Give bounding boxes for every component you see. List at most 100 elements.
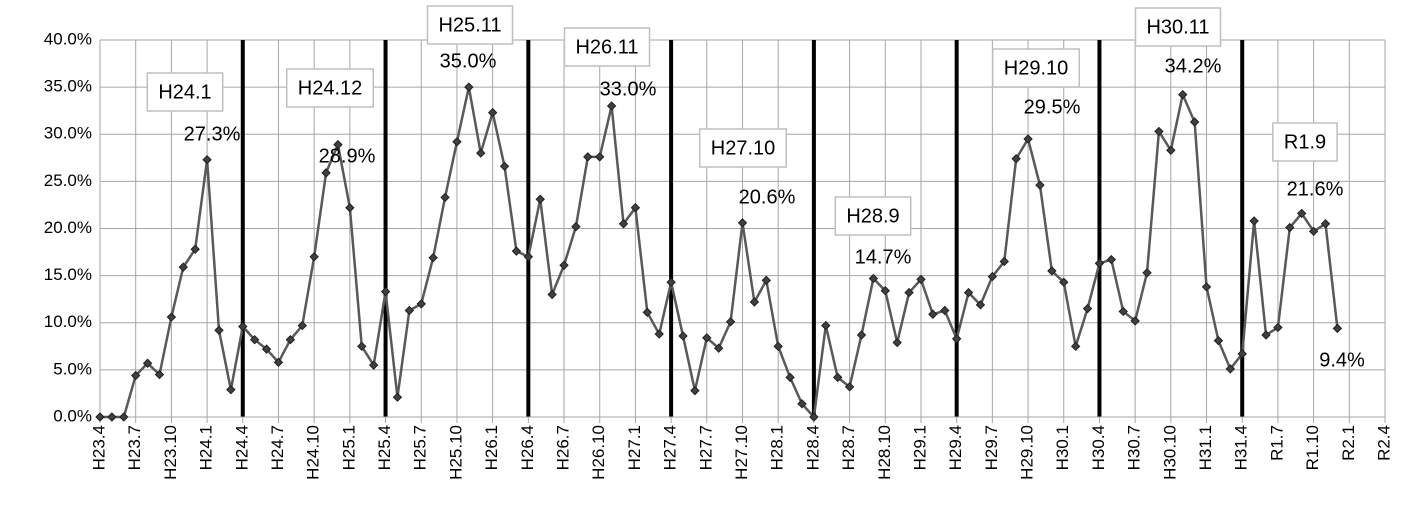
annotation-box xyxy=(699,128,787,168)
data-point xyxy=(1261,330,1271,340)
x-tick-label: H25.1 xyxy=(339,425,358,470)
annotation: H28.9 xyxy=(846,205,899,227)
y-tick-label: 15.0% xyxy=(44,265,92,284)
data-point xyxy=(713,343,724,353)
data-point xyxy=(999,256,1009,267)
data-point xyxy=(1070,341,1081,352)
data-point xyxy=(1178,89,1188,100)
data-point xyxy=(749,297,760,307)
data-point xyxy=(761,275,772,286)
x-tick-label: H30.10 xyxy=(1160,425,1179,480)
data-point xyxy=(702,333,712,343)
data-point xyxy=(797,399,807,409)
value-label: 35.0% xyxy=(440,50,497,72)
data-point xyxy=(1237,349,1247,359)
x-tick-label: H24.4 xyxy=(232,425,251,470)
data-point xyxy=(345,203,355,213)
data-point xyxy=(1320,219,1331,229)
x-tick-label: H30.7 xyxy=(1125,425,1144,470)
data-point xyxy=(1297,208,1307,219)
annotation: H26.11 xyxy=(575,36,638,58)
x-tick-label: H29.4 xyxy=(946,425,965,470)
data-point xyxy=(321,168,331,178)
annotation-box xyxy=(1134,7,1222,47)
data-point xyxy=(951,334,962,344)
data-point xyxy=(535,194,545,204)
data-point xyxy=(107,412,117,422)
data-point xyxy=(1189,117,1200,127)
x-tick-label: H28.10 xyxy=(875,425,894,480)
data-point xyxy=(1332,323,1343,334)
data-point xyxy=(285,335,296,345)
annotation-box xyxy=(426,5,514,45)
data-point xyxy=(249,335,260,345)
annotation-box xyxy=(1272,122,1338,162)
x-tick-label: H29.10 xyxy=(1018,425,1037,480)
data-point xyxy=(1225,364,1236,374)
x-tick-label: H25.10 xyxy=(446,425,465,480)
data-point xyxy=(238,321,248,332)
y-tick-label: 20.0% xyxy=(44,218,92,237)
data-point xyxy=(380,286,391,297)
data-point xyxy=(440,192,450,203)
data-point xyxy=(1094,258,1105,269)
x-tick-label: H26.1 xyxy=(482,425,501,470)
data-point xyxy=(1249,216,1259,226)
data-point xyxy=(1130,316,1140,326)
data-point xyxy=(428,253,438,263)
annotation-box xyxy=(834,196,912,236)
data-point xyxy=(630,203,641,213)
data-point xyxy=(832,372,843,383)
annotation-box xyxy=(992,48,1080,88)
data-point xyxy=(1213,335,1224,346)
x-tick-label: H30.4 xyxy=(1089,425,1108,470)
data-point xyxy=(1106,254,1117,265)
x-tick-label: R1.7 xyxy=(1267,425,1286,461)
value-label: 27.3% xyxy=(184,123,241,145)
value-label: 34.2% xyxy=(1165,55,1222,77)
annotation-box xyxy=(286,68,374,108)
data-point xyxy=(452,137,462,147)
annotation: H24.1 xyxy=(158,81,211,103)
x-tick-label: R2.1 xyxy=(1339,425,1358,461)
data-point xyxy=(261,344,272,354)
data-point xyxy=(1308,226,1319,237)
x-tick-label: H31.1 xyxy=(1196,425,1215,470)
data-point xyxy=(416,299,426,309)
data-point xyxy=(226,384,236,395)
annotation: R1.9 xyxy=(1284,131,1326,153)
data-point xyxy=(1285,222,1295,233)
data-point xyxy=(202,154,212,165)
x-tick-label: H24.7 xyxy=(268,425,287,470)
value-label: 21.6% xyxy=(1287,178,1344,200)
x-tick-label: H31.4 xyxy=(1232,425,1251,470)
data-point xyxy=(392,392,403,402)
data-point xyxy=(166,312,177,322)
data-point xyxy=(892,337,902,348)
data-point xyxy=(773,341,783,352)
data-point xyxy=(963,287,974,298)
value-label: 14.7% xyxy=(855,246,912,268)
y-tick-label: 5.0% xyxy=(53,359,92,378)
x-tick-label: H25.4 xyxy=(375,425,394,470)
data-point xyxy=(618,219,629,229)
data-point xyxy=(880,285,890,296)
data-point xyxy=(368,360,379,370)
data-point xyxy=(928,309,938,319)
data-point xyxy=(119,412,129,422)
value-label: 29.5% xyxy=(1024,96,1081,118)
annotation: H30.11 xyxy=(1146,16,1209,38)
x-tick-label: H27.10 xyxy=(732,425,751,480)
data-point xyxy=(571,221,581,232)
value-label: 9.4% xyxy=(1319,349,1365,371)
data-point xyxy=(904,287,914,298)
x-tick-label: H26.7 xyxy=(554,425,573,470)
data-point xyxy=(130,370,141,381)
y-tick-label: 25.0% xyxy=(44,171,92,190)
data-point xyxy=(1142,268,1152,278)
data-point xyxy=(1047,266,1057,276)
data-point xyxy=(678,331,688,341)
data-point xyxy=(583,152,593,162)
data-point xyxy=(499,161,510,172)
